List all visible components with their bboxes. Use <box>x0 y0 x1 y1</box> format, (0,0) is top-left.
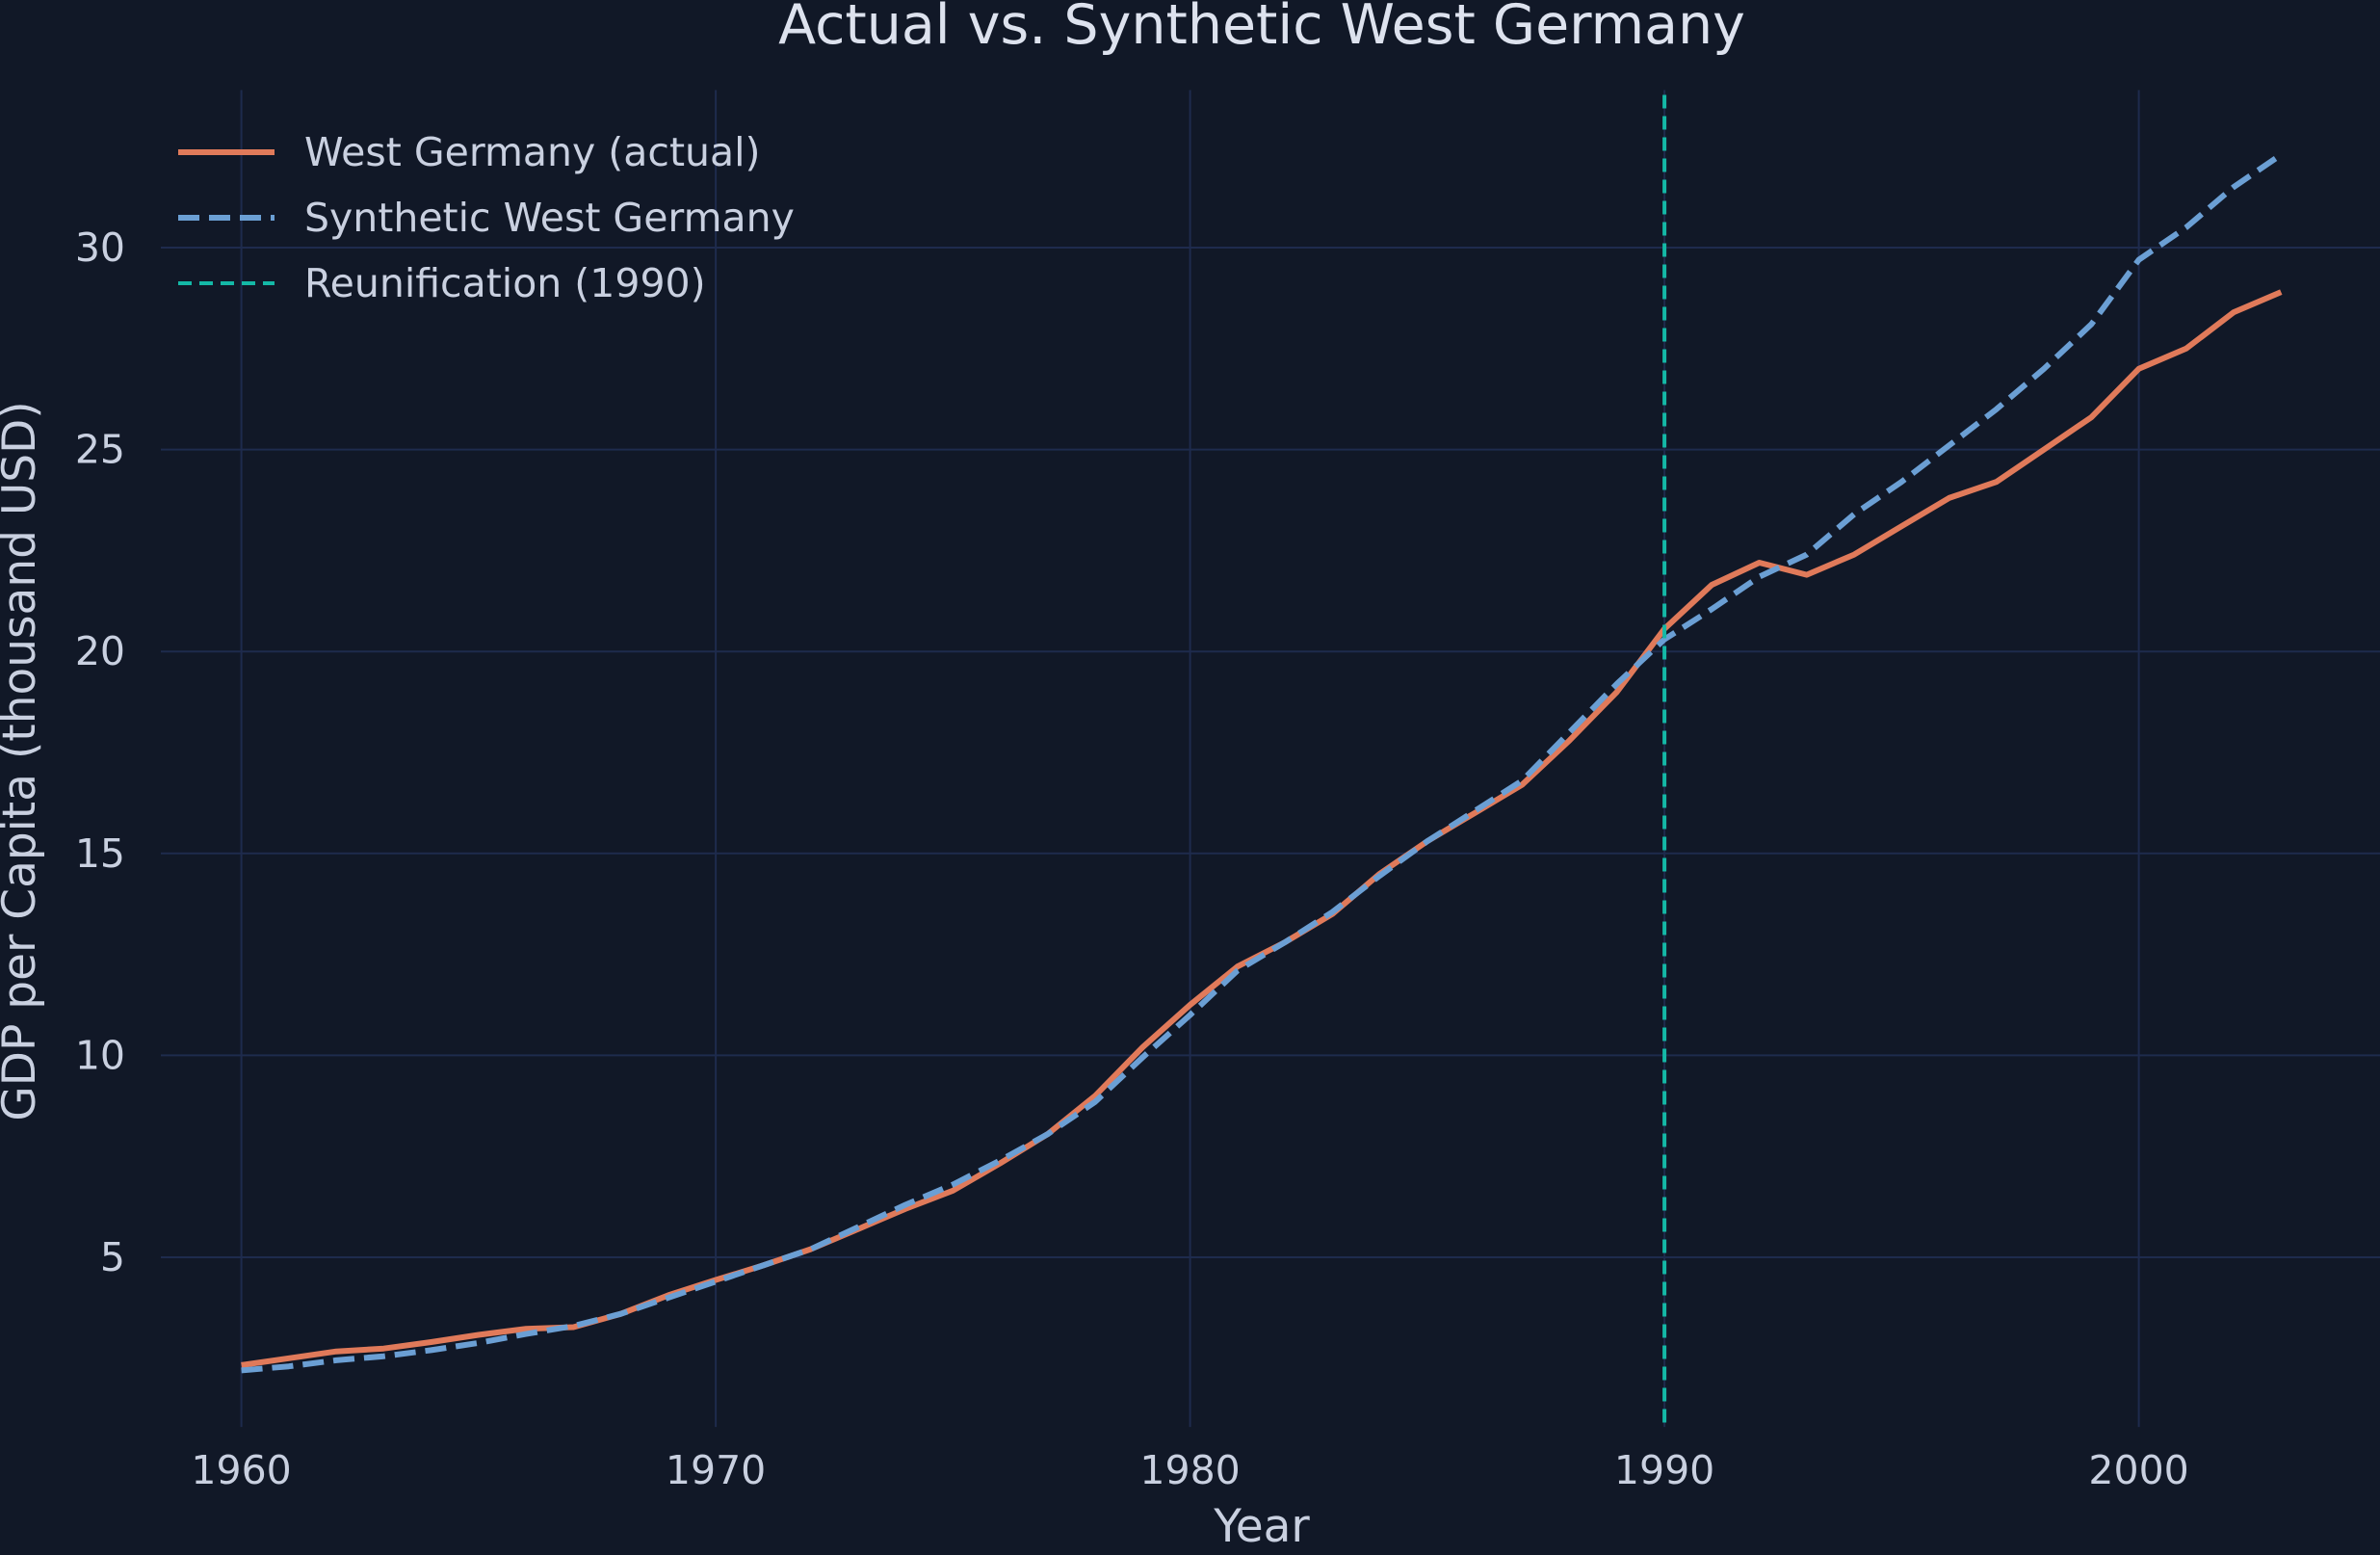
x-tick-label: 1980 <box>1139 1447 1240 1493</box>
x-tick-label: 1990 <box>1614 1447 1714 1493</box>
y-tick-label: 20 <box>75 628 125 674</box>
y-tick-label: 25 <box>75 427 125 473</box>
y-tick-label: 5 <box>100 1234 125 1280</box>
y-tick-label: 10 <box>75 1032 125 1078</box>
legend: West Germany (actual) Synthetic West Ger… <box>178 129 795 306</box>
legend-label-actual: West Germany (actual) <box>304 129 761 175</box>
x-tick-label: 2000 <box>2088 1447 2188 1493</box>
x-axis-label: Year <box>1213 1500 1310 1553</box>
legend-label-synthetic: Synthetic West Germany <box>304 195 795 241</box>
y-tick-label: 15 <box>75 830 125 877</box>
y-axis-label: GDP per Capita (thousand USD) <box>0 401 46 1120</box>
grid <box>161 90 2380 1428</box>
series-line-synthetic <box>241 152 2283 1374</box>
y-tick-label: 30 <box>75 224 125 271</box>
y-ticks: 5 10 15 20 25 30 <box>75 224 125 1280</box>
legend-label-reunification: Reunification (1990) <box>304 260 706 306</box>
x-tick-label: 1960 <box>191 1447 291 1493</box>
series-lines <box>241 94 2283 1428</box>
x-ticks: 1960 1970 1980 1990 2000 <box>191 1447 2188 1493</box>
x-tick-label: 1970 <box>666 1447 766 1493</box>
chart-title: Actual vs. Synthetic West Germany <box>778 0 1745 57</box>
